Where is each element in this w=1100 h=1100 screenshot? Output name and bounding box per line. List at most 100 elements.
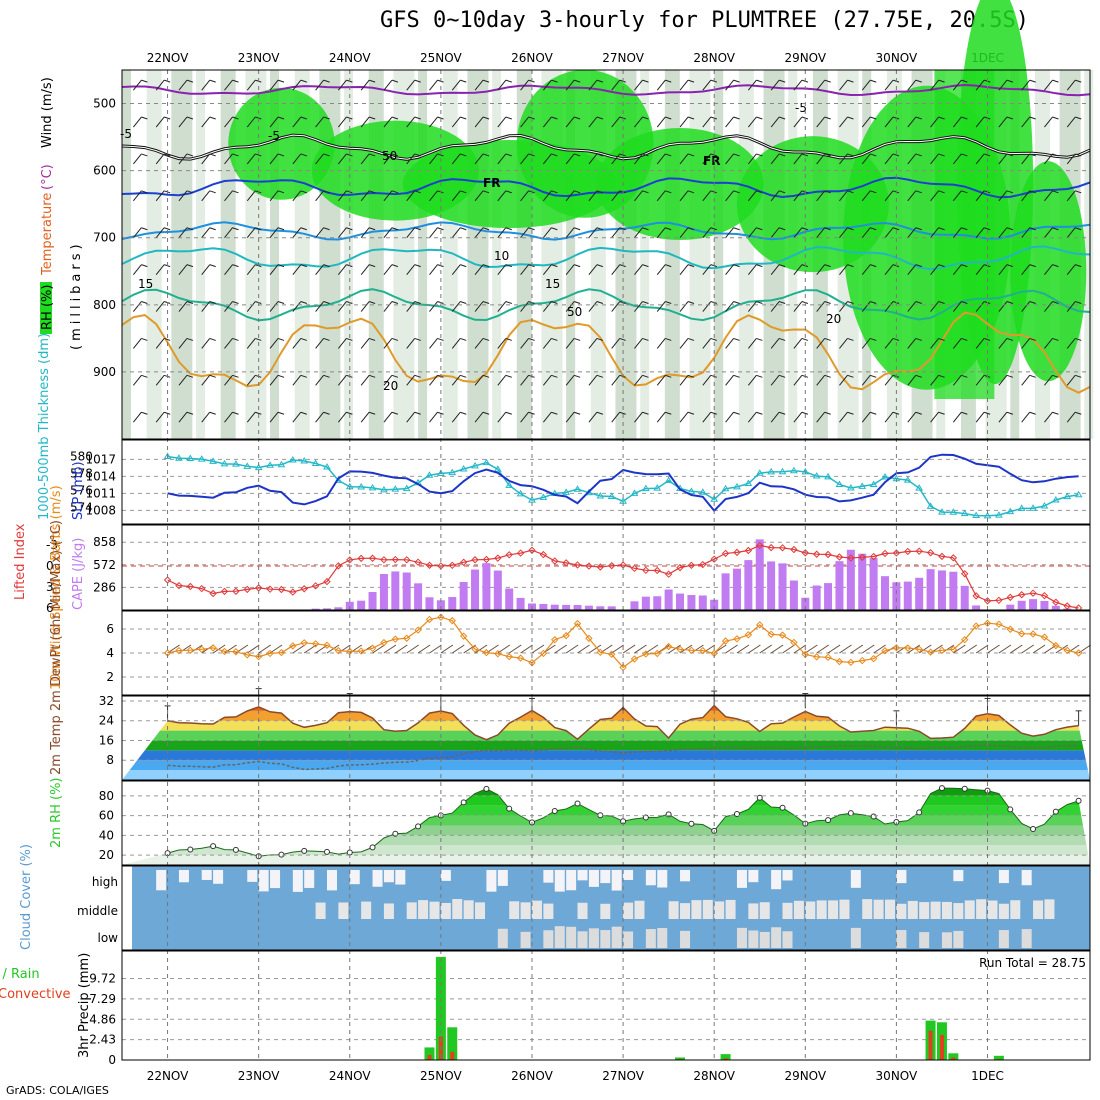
wind-barb-flag xyxy=(1075,153,1082,157)
wind-barb-flag xyxy=(186,337,194,341)
wind-barb xyxy=(337,79,347,91)
cloud-mid-block xyxy=(680,903,691,919)
thickness-tick: 576 xyxy=(70,484,93,498)
cape-bar xyxy=(1040,600,1049,610)
wind-barb xyxy=(634,153,643,165)
wind-barb-flag xyxy=(824,227,831,231)
wind-barb xyxy=(770,227,780,239)
wind-barb xyxy=(611,338,621,349)
li-point xyxy=(949,554,958,562)
cloud-high-block xyxy=(896,870,907,884)
cape-bar xyxy=(789,580,798,610)
wind-speed-point xyxy=(300,639,308,647)
wind-barb xyxy=(907,227,917,239)
date-label-top: 24NOV xyxy=(329,51,371,65)
wind-barb-flag xyxy=(915,301,922,305)
cloud-mid-block xyxy=(941,901,952,919)
cloud-mid-block xyxy=(828,900,839,919)
wind-barb xyxy=(292,301,302,312)
li-point xyxy=(961,570,969,578)
li-point xyxy=(1029,589,1037,597)
wind-barb-flag xyxy=(824,153,831,157)
wind-barb xyxy=(702,79,712,91)
wind-tick: 2 xyxy=(106,670,114,684)
wind-barb-flag xyxy=(573,116,581,120)
wind-barb xyxy=(315,375,324,386)
surface-wind-barb xyxy=(1021,644,1034,654)
wind-barb xyxy=(246,411,256,423)
cloud-mid-block xyxy=(782,902,793,919)
wind-barb xyxy=(998,411,1008,423)
contour-label: 10 xyxy=(494,249,509,263)
wind-barb-flag xyxy=(870,301,877,305)
rh-point xyxy=(187,846,194,853)
wind-barb xyxy=(178,190,188,202)
wind-barb-flag xyxy=(847,301,854,305)
wind-barb-flag xyxy=(824,411,831,415)
li-point xyxy=(391,555,400,564)
wind-barb xyxy=(451,79,461,91)
thickness-point xyxy=(380,485,388,493)
wind-barb xyxy=(132,190,142,202)
wind-barb xyxy=(246,375,256,386)
slp-tick: 1014 xyxy=(85,469,116,483)
precip-tick: 4.86 xyxy=(89,1012,116,1026)
wind-barb xyxy=(292,411,302,423)
wind-barb-flag xyxy=(414,337,421,341)
wind-barb-flag xyxy=(391,301,399,305)
wind-barb-flag xyxy=(961,411,968,415)
wind-barb xyxy=(839,411,848,423)
wind-barb xyxy=(337,338,347,349)
wind-barb-flag xyxy=(961,264,968,268)
isotherm-m5 xyxy=(121,176,1091,199)
wind-barb xyxy=(201,79,211,91)
rh-point xyxy=(574,800,581,807)
li-point xyxy=(562,559,570,567)
cape-bar xyxy=(869,558,878,610)
surface-wind-barb xyxy=(395,644,408,654)
cloud-high-block xyxy=(258,870,269,892)
wind-barb xyxy=(246,264,256,275)
wind-barb-flag xyxy=(300,374,307,378)
wind-barb-flag xyxy=(437,153,444,157)
wind-barb xyxy=(132,411,142,423)
wind-barb-flag xyxy=(687,301,695,305)
cloud-low-block xyxy=(645,929,656,948)
wind-barb-flag xyxy=(277,227,285,231)
wind-barb-flag xyxy=(756,411,763,415)
wind-speed-point xyxy=(824,653,832,662)
wind-barb xyxy=(884,375,894,386)
wind-barb xyxy=(1044,116,1053,128)
surface-wind-barb xyxy=(303,644,317,654)
cape-bar xyxy=(767,561,776,610)
wind-barb xyxy=(155,264,165,275)
wind-barb xyxy=(839,338,848,349)
li-point xyxy=(209,589,217,598)
wind-barb xyxy=(497,190,507,202)
wind-barb-flag xyxy=(323,301,330,305)
cape-bar xyxy=(322,608,331,610)
wind-speed-point xyxy=(596,648,605,657)
wind-barb-flag xyxy=(414,264,421,268)
li-point xyxy=(311,582,320,590)
contour-label: -5 xyxy=(120,127,132,141)
cape-bar xyxy=(926,569,935,610)
wind-barb-flag xyxy=(460,337,467,341)
wind-barb-flag xyxy=(915,190,922,194)
page-title: GFS 0~10day 3-hourly for PLUMTREE (27.75… xyxy=(380,8,1030,33)
wind-barb xyxy=(930,338,939,349)
wind-barb-flag xyxy=(847,153,854,157)
li-point xyxy=(869,552,878,561)
wind-barb xyxy=(725,153,734,165)
li-point xyxy=(733,548,741,557)
cape-bar xyxy=(732,568,741,610)
wind-barb-flag xyxy=(232,227,239,231)
cloud-high-block xyxy=(270,870,281,889)
wind-barb xyxy=(429,227,438,239)
cloud-mid-block xyxy=(862,899,873,919)
cape-bar xyxy=(562,604,571,610)
isotherm-20 xyxy=(121,288,1091,322)
precip-legend-rain: Total / Rain xyxy=(0,967,40,982)
wind-barb xyxy=(542,79,552,91)
li-point xyxy=(380,556,388,564)
